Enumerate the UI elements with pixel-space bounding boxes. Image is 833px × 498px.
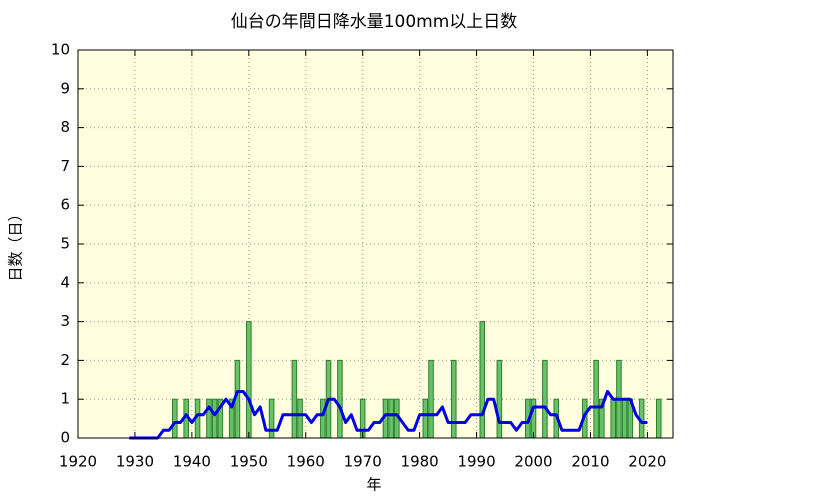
x-tick-label: 1990 (457, 453, 495, 471)
bar (268, 398, 275, 439)
bar (610, 398, 616, 439)
bar (246, 321, 252, 439)
bar (655, 398, 662, 439)
y-axis-label: 日数（日） (7, 206, 25, 281)
x-tick-label: 1920 (59, 453, 97, 471)
y-tick-label: 8 (60, 118, 70, 136)
y-tick-label: 2 (60, 351, 70, 369)
bar (428, 359, 434, 439)
bar (542, 359, 548, 439)
y-tick-label: 9 (60, 79, 70, 97)
y-tick-label: 10 (51, 41, 70, 59)
moving-average-line (129, 389, 648, 440)
x-tick-label: 1980 (401, 453, 439, 471)
x-axis-label: 年 (366, 476, 381, 494)
bar (211, 398, 218, 439)
x-tick-label: 1930 (116, 453, 154, 471)
bar (422, 398, 429, 439)
bar (388, 398, 394, 439)
y-tick-label: 4 (60, 273, 70, 291)
y-tick-label: 7 (60, 157, 70, 175)
x-tick-label: 2020 (628, 453, 666, 471)
y-tick-label: 0 (60, 429, 70, 447)
bar (621, 398, 628, 439)
y-tick-label: 1 (60, 390, 70, 408)
x-tick-label: 2000 (514, 453, 552, 471)
bar (451, 359, 457, 439)
y-tick-label: 5 (60, 235, 70, 253)
x-tick-label: 1950 (230, 453, 268, 471)
bar (291, 359, 298, 439)
x-tick-label: 1970 (344, 453, 382, 471)
y-tick-label: 3 (60, 312, 70, 330)
bar (206, 398, 212, 439)
bar (479, 321, 486, 439)
bar (496, 359, 503, 439)
x-tick-label: 1940 (173, 453, 211, 471)
plot-area (78, 50, 673, 438)
bar (593, 359, 599, 439)
chart-title: 仙台の年間日降水量100mm以上日数 (231, 12, 518, 32)
bar (320, 398, 326, 439)
bar (337, 359, 343, 439)
bar (297, 398, 303, 439)
bar (172, 398, 178, 439)
x-tick-label: 2010 (571, 453, 609, 471)
y-tick-label: 6 (60, 196, 70, 214)
x-tick-label: 1960 (287, 453, 325, 471)
